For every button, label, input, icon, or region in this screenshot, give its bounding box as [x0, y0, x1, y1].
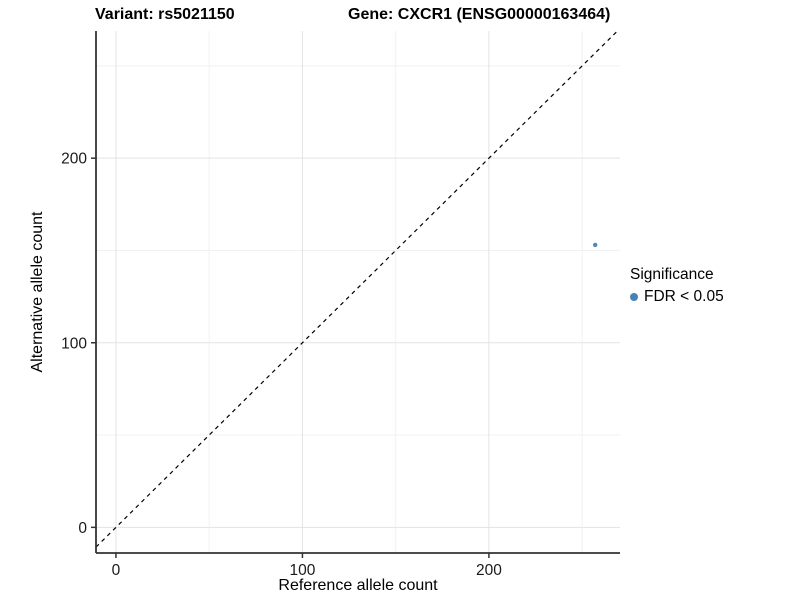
- svg-text:0: 0: [112, 562, 121, 579]
- svg-text:200: 200: [61, 151, 87, 168]
- plot-title-gene: Gene: CXCR1 (ENSG00000163464): [348, 6, 611, 23]
- legend-item: FDR < 0.05: [630, 288, 724, 306]
- svg-text:200: 200: [476, 562, 502, 579]
- legend: Significance FDR < 0.05: [630, 266, 724, 306]
- y-axis-title: Alternative allele count: [29, 211, 46, 373]
- legend-title: Significance: [630, 266, 714, 283]
- svg-text:0: 0: [78, 520, 87, 537]
- legend-item-label: FDR < 0.05: [644, 288, 724, 305]
- legend-point-icon: [630, 293, 638, 301]
- svg-text:100: 100: [289, 562, 315, 579]
- x-axis-title: Reference allele count: [278, 577, 438, 594]
- plot-title-variant: Variant: rs5021150: [95, 6, 235, 23]
- svg-text:100: 100: [61, 335, 87, 352]
